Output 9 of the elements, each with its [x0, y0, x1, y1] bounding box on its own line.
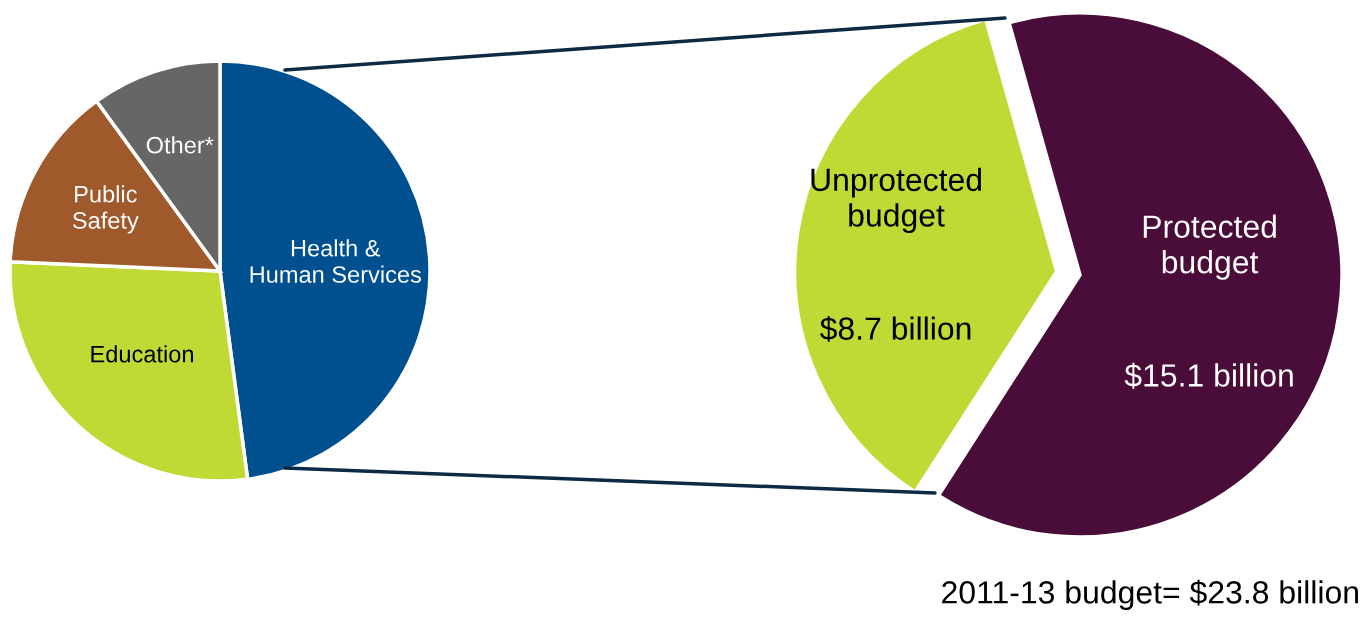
slice-label: Education: [91, 345, 193, 363]
data-label: $8.7 billion: [820, 315, 971, 342]
slice-label: Other*: [146, 136, 214, 154]
data-label: $15.1 billion: [1124, 362, 1293, 389]
slice-label: Health & Human Services: [250, 239, 422, 283]
slice-label: Protected budget: [1143, 214, 1276, 280]
slice-label: Public Safety: [72, 185, 139, 234]
text: 2011-13 budget= $23.8 billion: [942, 579, 1358, 610]
slice-label: Unprotected budget: [811, 167, 981, 234]
